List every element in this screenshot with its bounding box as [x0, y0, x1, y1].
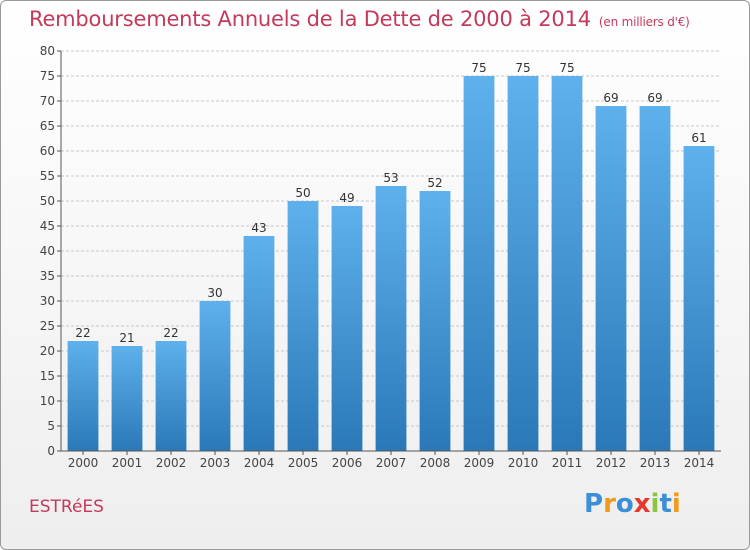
chart-title: Remboursements Annuels de la Dette de 20… — [29, 7, 690, 31]
y-tick-label: 45 — [40, 219, 55, 233]
bar — [243, 236, 275, 451]
bar-value-label: 22 — [163, 326, 178, 340]
x-tick-label: 2009 — [464, 456, 495, 470]
axes — [57, 50, 721, 455]
y-tick-label: 70 — [40, 94, 55, 108]
y-tick-label: 60 — [40, 144, 55, 158]
y-tick-label: 80 — [40, 44, 55, 58]
x-tick-label: 2014 — [684, 456, 715, 470]
bar-value-label: 53 — [383, 171, 398, 185]
y-tick-label: 25 — [40, 319, 55, 333]
bar — [67, 341, 99, 451]
proxiti-logo: Proxiti — [584, 489, 681, 519]
bar-value-label: 21 — [119, 331, 134, 345]
bar — [111, 346, 143, 451]
bars — [67, 76, 715, 451]
y-tick-label: 20 — [40, 344, 55, 358]
x-tick-label: 2008 — [420, 456, 451, 470]
y-tick-label: 65 — [40, 119, 55, 133]
y-tick-label: 15 — [40, 369, 55, 383]
bar — [595, 106, 627, 451]
logo-letter: x — [633, 489, 651, 519]
x-tick-label: 2003 — [200, 456, 231, 470]
bar — [683, 146, 715, 451]
x-tick-label: 2012 — [596, 456, 627, 470]
bar-value-label: 22 — [75, 326, 90, 340]
y-tick-label: 50 — [40, 194, 55, 208]
y-tick-label: 5 — [47, 419, 55, 433]
bar-value-label: 69 — [647, 91, 662, 105]
y-tick-label: 0 — [47, 444, 55, 458]
bar-value-label: 75 — [471, 61, 486, 75]
bar-value-label: 75 — [559, 61, 574, 75]
bar — [639, 106, 671, 451]
bar — [331, 206, 363, 451]
y-tick-label: 75 — [40, 69, 55, 83]
bar — [375, 186, 407, 451]
x-tick-label: 2010 — [508, 456, 539, 470]
logo-letter: i — [650, 489, 660, 519]
bar-value-label: 30 — [207, 286, 222, 300]
x-tick-label: 2013 — [640, 456, 671, 470]
bar — [155, 341, 187, 451]
labels: 0 5 10 15 20 25 30 35 40 45 50 55 60 65 70 75 80 22 2000 21… — [40, 44, 715, 470]
y-tick-label: 55 — [40, 169, 55, 183]
x-tick-label: 2004 — [244, 456, 275, 470]
chart-unit: (en milliers d'€) — [598, 15, 690, 29]
bar — [419, 191, 451, 451]
y-tick-label: 40 — [40, 244, 55, 258]
bar-value-label: 75 — [515, 61, 530, 75]
y-tick-label: 35 — [40, 269, 55, 283]
bar — [507, 76, 539, 451]
bar-value-label: 52 — [427, 176, 442, 190]
x-tick-label: 2007 — [376, 456, 407, 470]
logo-letter: t — [659, 489, 672, 519]
logo-letter: r — [603, 489, 616, 519]
bar — [199, 301, 231, 451]
bar — [551, 76, 583, 451]
chart-title-text: Remboursements Annuels de la Dette de 20… — [29, 7, 591, 31]
y-tick-label: 30 — [40, 294, 55, 308]
bar-value-label: 43 — [251, 221, 266, 235]
x-tick-label: 2005 — [288, 456, 319, 470]
logo-letter: o — [615, 489, 634, 519]
x-tick-label: 2002 — [156, 456, 187, 470]
bar — [287, 201, 319, 451]
bar — [463, 76, 495, 451]
bar-value-label: 61 — [691, 131, 706, 145]
x-tick-label: 2006 — [332, 456, 363, 470]
logo-letter: P — [584, 489, 604, 519]
x-tick-label: 2011 — [552, 456, 583, 470]
x-tick-label: 2000 — [68, 456, 99, 470]
logo-letter: i — [671, 489, 681, 519]
bar-value-label: 49 — [339, 191, 354, 205]
bar-value-label: 69 — [603, 91, 618, 105]
bar-value-label: 50 — [295, 186, 310, 200]
town-name: ESTRéES — [29, 497, 104, 517]
y-tick-label: 10 — [40, 394, 55, 408]
x-tick-label: 2001 — [112, 456, 143, 470]
